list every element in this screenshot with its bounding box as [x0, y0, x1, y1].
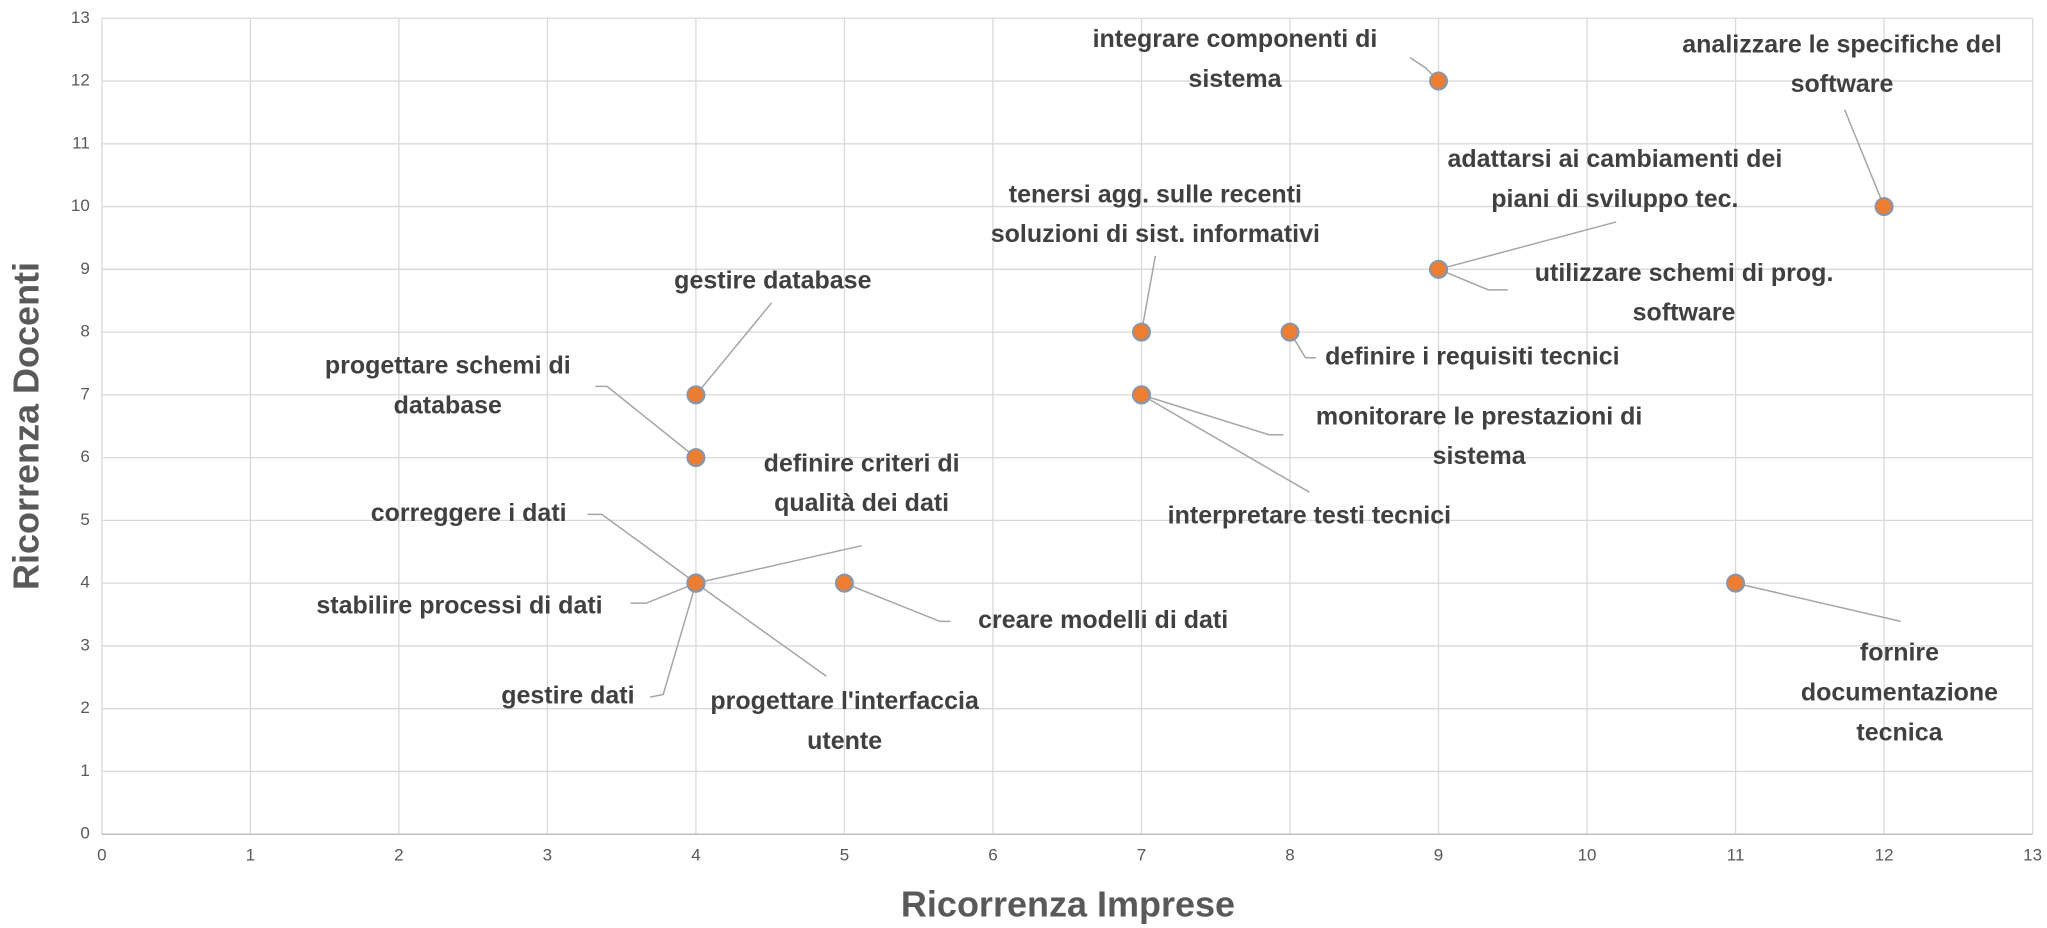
- y-tick-label: 9: [80, 259, 89, 278]
- x-tick-label: 1: [246, 846, 255, 865]
- point-label: piani di sviluppo tec.: [1491, 185, 1738, 213]
- x-tick-label: 8: [1285, 846, 1294, 865]
- point-label: progettare l'interfaccia: [710, 687, 980, 715]
- point-label: monitorare le prestazioni di: [1316, 402, 1642, 430]
- point-label: software: [1791, 70, 1894, 98]
- point: [1429, 259, 1449, 279]
- point-label: definire criteri di: [764, 449, 960, 477]
- leader-line: [1141, 394, 1284, 436]
- x-tick-label: 2: [394, 846, 403, 865]
- leader-line: [1289, 331, 1316, 359]
- y-tick-label: 1: [80, 761, 89, 780]
- y-tick-label: 12: [71, 71, 90, 90]
- point-label: interpretare testi tecnici: [1168, 502, 1451, 530]
- point-label: tenersi agg. sulle recenti: [1009, 180, 1302, 208]
- y-tick-label: 4: [80, 573, 89, 592]
- leader-line: [595, 385, 697, 459]
- point-label: utilizzare schemi di prog.: [1535, 259, 1834, 287]
- leader-line: [587, 513, 697, 584]
- point: [1131, 322, 1151, 342]
- x-tick-label: 12: [1875, 846, 1894, 865]
- leader-line: [695, 302, 773, 396]
- x-tick-label: 0: [97, 846, 106, 865]
- y-tick-label: 13: [71, 8, 90, 27]
- point: [1874, 197, 1894, 217]
- point-label: qualità dei dati: [774, 489, 949, 517]
- point-label: integrare componenti di: [1093, 25, 1378, 53]
- leader-line: [1438, 268, 1508, 291]
- y-tick-label: 7: [80, 384, 89, 403]
- point-label: correggere i dati: [371, 499, 567, 527]
- x-axis-title: Ricorrenza Imprese: [901, 884, 1235, 925]
- point-label: fornire: [1860, 639, 1939, 667]
- y-tick-label: 5: [80, 510, 89, 529]
- point-label: sistema: [1188, 65, 1282, 93]
- x-tick-label: 10: [1578, 846, 1597, 865]
- leader-line: [1735, 582, 1901, 623]
- x-tick-label: 5: [840, 846, 849, 865]
- point: [686, 573, 706, 593]
- point-label: analizzare le specifiche del: [1682, 30, 2002, 58]
- y-tick-label: 11: [72, 133, 90, 152]
- point-label: stabilire processi di dati: [316, 592, 602, 620]
- point-label: documentazione: [1801, 678, 1998, 706]
- point-label: creare modelli di dati: [978, 606, 1228, 634]
- y-tick-label: 2: [80, 698, 89, 717]
- point: [1429, 71, 1449, 91]
- x-tick-label: 4: [691, 846, 700, 865]
- leader-line: [630, 582, 697, 604]
- point-label: soluzioni di sist. informativi: [991, 220, 1320, 248]
- x-tick-label: 13: [2023, 846, 2042, 865]
- point: [834, 573, 854, 593]
- y-tick-label: 6: [80, 447, 89, 466]
- leader-line: [1141, 394, 1310, 493]
- y-tick-label: 10: [71, 196, 90, 215]
- point-label: adattarsi ai cambiamenti dei: [1447, 145, 1782, 173]
- point: [686, 385, 706, 405]
- x-tick-label: 7: [1137, 846, 1146, 865]
- point-label: software: [1633, 299, 1736, 327]
- point-label: utente: [807, 727, 882, 755]
- point: [1131, 385, 1151, 405]
- y-axis-title: Ricorrenza Docenti: [6, 262, 47, 590]
- y-tick-label: 0: [80, 824, 89, 843]
- point-label: progettare schemi di: [325, 351, 571, 379]
- leader-line: [1140, 255, 1157, 333]
- leader-line: [1438, 221, 1617, 271]
- x-tick-label: 11: [1727, 846, 1745, 865]
- leader-line: [695, 582, 827, 677]
- y-tick-label: 8: [80, 322, 89, 341]
- point-label: gestire database: [674, 267, 871, 295]
- x-tick-label: 9: [1434, 846, 1443, 865]
- point: [1280, 322, 1300, 342]
- x-tick-label: 6: [988, 846, 997, 865]
- point-label: tecnica: [1856, 718, 1943, 746]
- point-label: database: [394, 391, 502, 419]
- leader-line: [1843, 109, 1885, 207]
- y-tick-label: 3: [80, 635, 89, 654]
- point-label: sistema: [1433, 442, 1527, 470]
- x-tick-label: 3: [543, 846, 552, 865]
- point-label: gestire dati: [501, 682, 634, 710]
- point: [1726, 573, 1746, 593]
- leader-line: [695, 544, 862, 584]
- leader-line: [649, 582, 697, 698]
- point-label: definire i requisiti tecnici: [1325, 342, 1620, 370]
- point: [686, 448, 706, 468]
- leader-line: [844, 582, 951, 623]
